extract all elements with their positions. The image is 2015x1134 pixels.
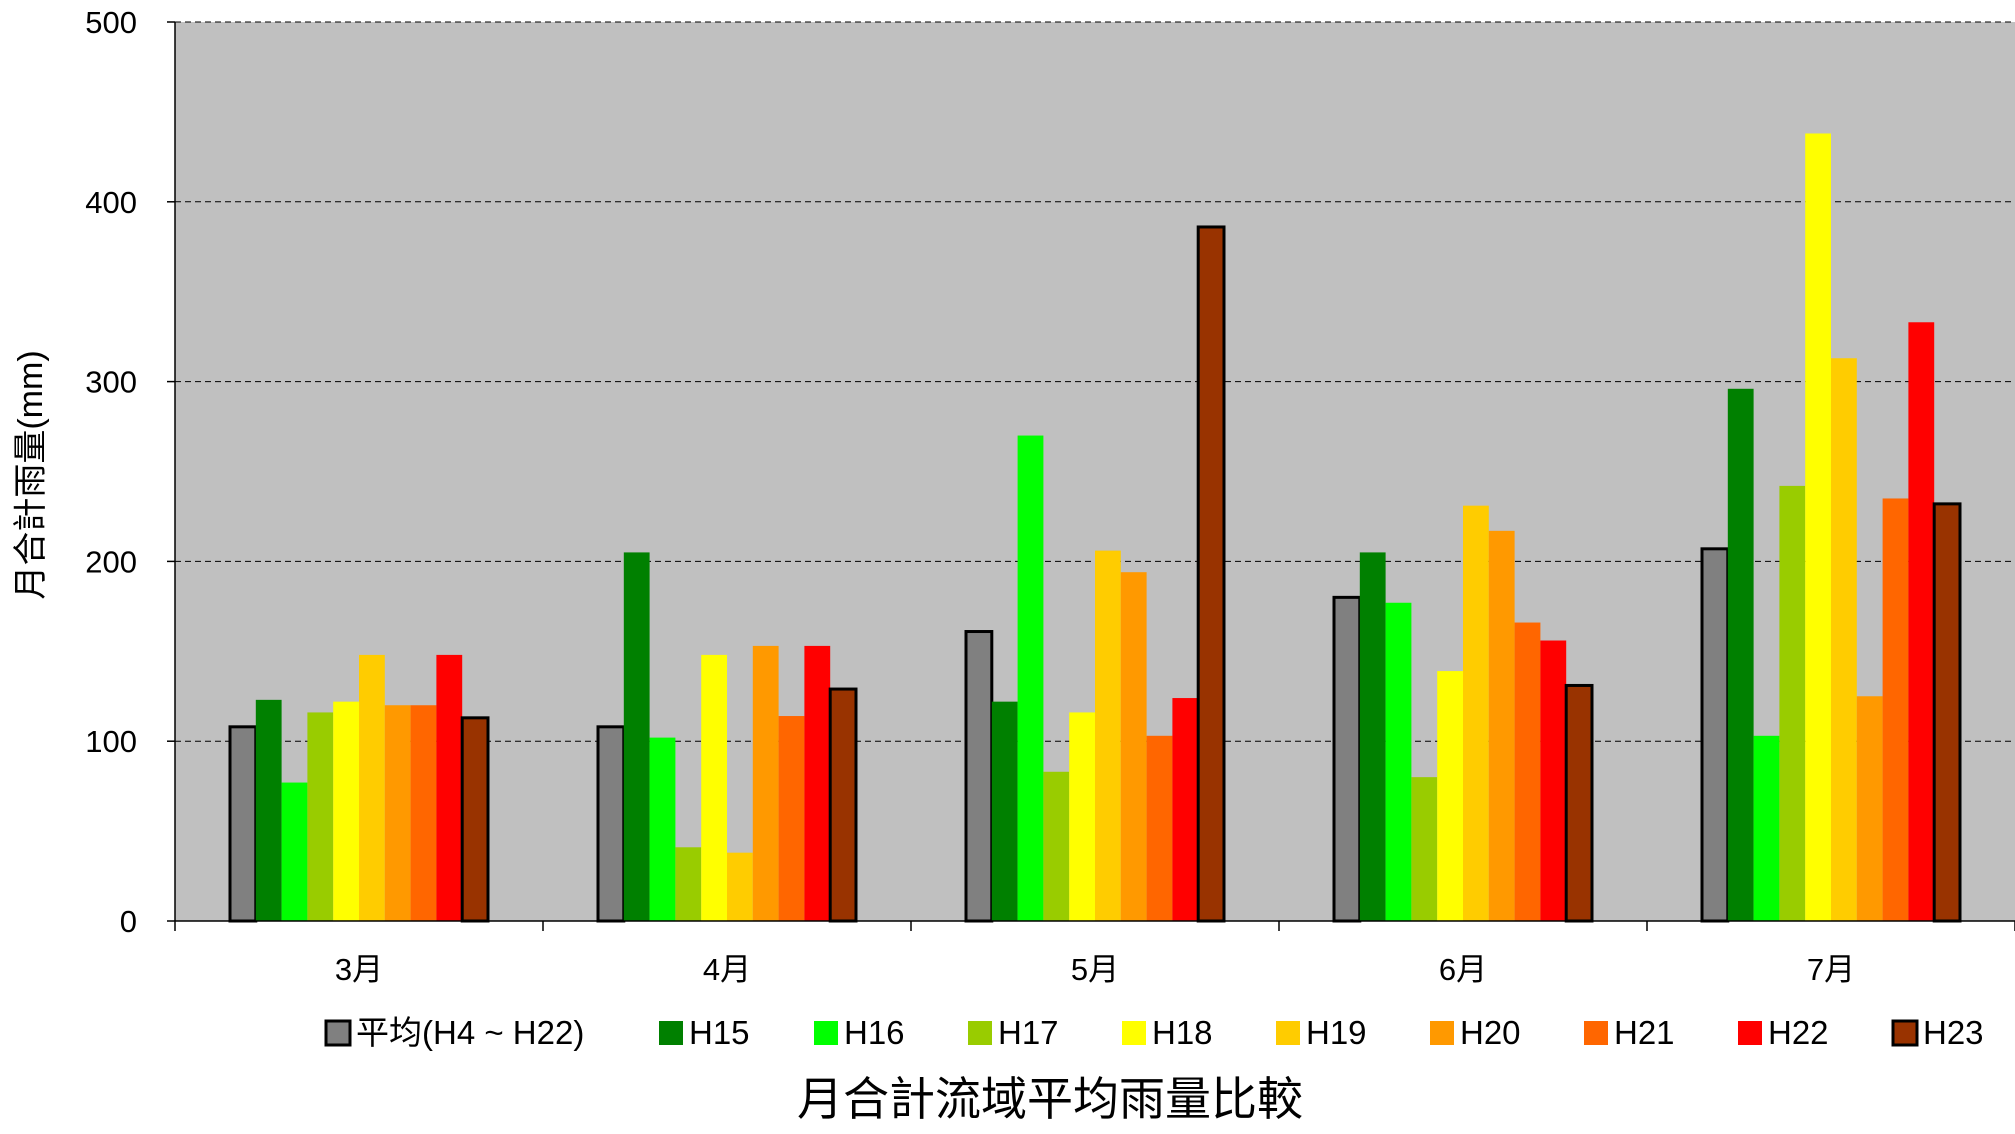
bar-h21-7 bbox=[1882, 498, 1909, 921]
bar-h17-6 bbox=[1411, 777, 1438, 921]
bar-h23-5 bbox=[1196, 225, 1226, 923]
bar-h22-4 bbox=[804, 645, 831, 921]
bar-h20-6 bbox=[1488, 530, 1515, 921]
x-tick-label-5: 5月 bbox=[1071, 952, 1119, 987]
bar-h21-6 bbox=[1514, 622, 1541, 921]
bar-h23-4 bbox=[828, 687, 858, 923]
bar-h21-5 bbox=[1146, 735, 1173, 921]
bar-h20-4 bbox=[752, 645, 779, 921]
legend-swatch-9 bbox=[1891, 1019, 1919, 1047]
bar-h20-5 bbox=[1120, 572, 1147, 921]
bar-h18-5 bbox=[1069, 712, 1095, 921]
legend-swatch-7 bbox=[1584, 1021, 1608, 1045]
legend-label-2: H16 bbox=[844, 1014, 905, 1051]
y-tick-label-100: 100 bbox=[85, 724, 137, 759]
bar-h16-6 bbox=[1385, 602, 1412, 921]
bar-h19-3 bbox=[359, 654, 385, 921]
bar--h4-h22--7 bbox=[1700, 547, 1730, 923]
legend-swatch-4 bbox=[1122, 1021, 1146, 1045]
bar-h15-3 bbox=[255, 699, 282, 921]
x-tick-label-3: 3月 bbox=[335, 952, 383, 987]
legend-label-9: H23 bbox=[1923, 1014, 1984, 1051]
y-axis-label: 月合計雨量(mm) bbox=[12, 350, 50, 599]
chart-title: 月合計流域平均雨量比較 bbox=[797, 1073, 1303, 1125]
bar-h19-7 bbox=[1831, 358, 1857, 921]
x-tick-label-7: 7月 bbox=[1807, 952, 1855, 987]
y-tick-label-400: 400 bbox=[85, 185, 137, 220]
bar-h16-3 bbox=[281, 782, 308, 921]
y-tick-label-300: 300 bbox=[85, 365, 137, 400]
bar--h4-h22--3 bbox=[228, 725, 258, 923]
legend-label-5: H19 bbox=[1306, 1014, 1367, 1051]
bar-h22-5 bbox=[1172, 698, 1199, 921]
bars-group bbox=[228, 133, 1962, 923]
bar-h19-6 bbox=[1463, 505, 1489, 921]
legend-label-7: H21 bbox=[1614, 1014, 1675, 1051]
legend-label-1: H15 bbox=[689, 1014, 750, 1051]
bar-h15-5 bbox=[991, 701, 1018, 921]
bar-h16-5 bbox=[1017, 435, 1044, 921]
bar-h22-6 bbox=[1540, 640, 1567, 921]
bar-h23-3 bbox=[460, 716, 490, 923]
bar-h19-4 bbox=[727, 852, 753, 921]
bar-h16-4 bbox=[649, 737, 676, 921]
bar-h16-7 bbox=[1753, 735, 1780, 921]
bar-h17-7 bbox=[1779, 485, 1806, 921]
bar-h23-7 bbox=[1932, 502, 1962, 923]
bar-h18-7 bbox=[1805, 133, 1831, 921]
legend-swatch-6 bbox=[1430, 1021, 1454, 1045]
bar-h22-7 bbox=[1908, 322, 1935, 921]
bar-h20-3 bbox=[384, 705, 411, 921]
legend-label-6: H20 bbox=[1460, 1014, 1521, 1051]
bar--h4-h22--6 bbox=[1332, 595, 1362, 923]
bar-h20-7 bbox=[1856, 696, 1883, 921]
bar--h4-h22--5 bbox=[964, 630, 994, 923]
x-tick-label-6: 6月 bbox=[1439, 952, 1487, 987]
axes-group: 0 100 200 300 400 500 3月 4月 5月 6月 7月 bbox=[85, 5, 2015, 987]
legend-swatch-0 bbox=[324, 1019, 352, 1047]
bar-h18-4 bbox=[701, 654, 727, 921]
bar-h18-6 bbox=[1437, 671, 1463, 921]
bar-h17-5 bbox=[1043, 771, 1070, 921]
bar-h17-3 bbox=[307, 712, 334, 921]
bar-h15-6 bbox=[1359, 552, 1386, 921]
bar-h21-3 bbox=[410, 705, 437, 921]
bar-h15-7 bbox=[1727, 388, 1754, 921]
legend-label-8: H22 bbox=[1768, 1014, 1829, 1051]
y-tick-label-500: 500 bbox=[85, 5, 137, 40]
bar--h4-h22--4 bbox=[596, 725, 626, 923]
legend-swatch-1 bbox=[659, 1021, 683, 1045]
bar-h21-4 bbox=[778, 716, 805, 921]
bar-h18-3 bbox=[333, 701, 359, 921]
legend-label-3: H17 bbox=[998, 1014, 1059, 1051]
bar-h17-4 bbox=[675, 847, 702, 921]
legend-label-4: H18 bbox=[1152, 1014, 1213, 1051]
legend-swatch-2 bbox=[814, 1021, 838, 1045]
bar-h15-4 bbox=[623, 552, 650, 921]
bar-h19-5 bbox=[1095, 550, 1121, 921]
bar-h22-3 bbox=[436, 654, 463, 921]
legend-swatch-8 bbox=[1738, 1021, 1762, 1045]
x-tick-label-4: 4月 bbox=[703, 952, 751, 987]
y-tick-label-200: 200 bbox=[85, 544, 137, 579]
legend-label-0: 平均(H4 ~ H22) bbox=[356, 1014, 584, 1051]
legend-swatch-3 bbox=[968, 1021, 992, 1045]
y-tick-label-0: 0 bbox=[120, 904, 137, 939]
legend-swatch-5 bbox=[1276, 1021, 1300, 1045]
legend: 平均(H4 ~ H22) H15 H16 H17 H18 H19 H20 H21 H22 H23 bbox=[324, 1014, 1984, 1051]
bar-h23-6 bbox=[1564, 683, 1594, 923]
